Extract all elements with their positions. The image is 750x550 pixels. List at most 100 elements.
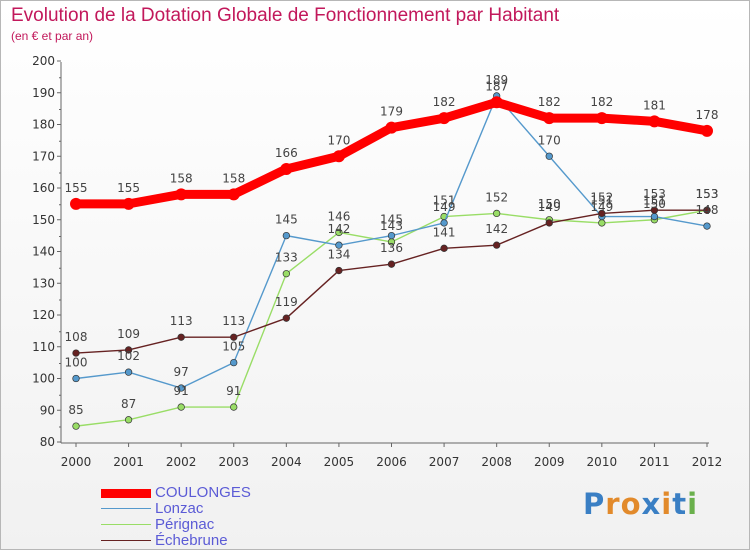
logo-letter: o — [620, 487, 642, 521]
x-tick-label: 2000 — [61, 455, 92, 469]
data-label-0: 182 — [433, 95, 456, 109]
data-label-3: 119 — [275, 295, 298, 309]
data-label-3: 134 — [327, 248, 350, 262]
x-tick-label: 2011 — [639, 455, 670, 469]
logo-letter: P — [583, 487, 606, 521]
data-label-0: 158 — [222, 171, 245, 185]
data-point-0 — [543, 112, 556, 125]
y-tick-label: 120 — [32, 308, 55, 322]
data-label-1: 142 — [327, 222, 350, 236]
data-point-0 — [332, 150, 345, 163]
data-label-1: 97 — [174, 365, 189, 379]
data-label-0: 182 — [538, 95, 561, 109]
data-point-1 — [440, 219, 448, 227]
data-label-1: 151 — [643, 194, 666, 208]
y-tick-label: 140 — [32, 245, 55, 259]
data-point-1 — [230, 358, 238, 367]
x-tick-label: 2002 — [166, 455, 197, 469]
legend-label-perignac: Pérignac — [155, 516, 215, 533]
data-point-1 — [387, 231, 396, 240]
data-point-3 — [72, 349, 80, 357]
data-label-3: 109 — [117, 327, 140, 341]
data-label-1: 170 — [538, 133, 561, 147]
data-label-3: 113 — [170, 314, 193, 328]
logo-letter: r — [605, 487, 621, 521]
legend-swatch-perignac — [101, 524, 151, 525]
x-tick-label: 2012 — [692, 455, 723, 469]
data-point-0 — [438, 112, 451, 125]
data-point-3 — [124, 346, 133, 354]
data-label-3: 153 — [696, 187, 719, 201]
legend-swatch-coulonges — [101, 489, 151, 498]
data-point-2 — [72, 422, 80, 430]
data-label-0: 181 — [643, 98, 666, 112]
data-label-2: 133 — [275, 251, 298, 265]
data-label-3: 149 — [538, 200, 561, 214]
x-tick-label: 2007 — [429, 455, 460, 469]
data-label-0: 182 — [590, 95, 613, 109]
data-label-2: 85 — [68, 403, 83, 417]
data-label-0: 166 — [275, 146, 298, 160]
data-point-0 — [701, 124, 713, 137]
y-tick-label: 80 — [40, 435, 55, 449]
data-point-2 — [282, 270, 290, 278]
x-tick-label: 2003 — [218, 455, 249, 469]
y-tick-label: 130 — [32, 276, 55, 290]
data-label-2: 143 — [380, 219, 403, 233]
y-tick-label: 110 — [32, 340, 55, 354]
data-point-0 — [385, 121, 398, 134]
data-point-1 — [545, 152, 553, 160]
data-label-0: 178 — [696, 108, 719, 122]
data-label-2: 150 — [643, 197, 666, 211]
data-label-2: 153 — [696, 187, 719, 201]
data-point-3 — [493, 241, 501, 249]
x-tick-label: 2005 — [324, 455, 355, 469]
data-point-0 — [280, 162, 293, 175]
chart-subtitle: (en € et par an) — [11, 29, 94, 43]
data-point-3 — [177, 333, 185, 341]
data-point-2 — [230, 403, 238, 411]
logo-letter: x — [641, 487, 662, 521]
data-label-2: 150 — [538, 197, 561, 211]
data-point-0 — [122, 197, 135, 210]
data-label-1: 145 — [275, 213, 298, 227]
data-label-1: 189 — [485, 73, 508, 87]
y-tick-label: 190 — [32, 86, 55, 100]
data-point-0 — [595, 112, 608, 125]
data-point-1 — [177, 384, 185, 392]
data-point-2 — [177, 403, 185, 411]
logo-letter: i — [661, 487, 673, 521]
data-point-0 — [648, 115, 661, 128]
x-tick-label: 2006 — [376, 455, 407, 469]
data-point-1 — [72, 374, 80, 383]
data-point-2 — [493, 209, 501, 218]
data-point-3 — [440, 244, 448, 252]
x-tick-label: 2004 — [271, 455, 302, 469]
data-label-1: 102 — [117, 349, 140, 363]
data-point-1 — [124, 368, 133, 376]
data-point-2 — [124, 416, 133, 424]
data-point-2 — [335, 228, 343, 237]
data-label-0: 170 — [327, 133, 350, 147]
data-label-1: 145 — [380, 213, 403, 227]
y-tick-label: 180 — [32, 118, 55, 132]
data-label-2: 152 — [485, 190, 508, 204]
legend-label-lonzac: Lonzac — [155, 500, 204, 517]
data-label-1: 151 — [590, 194, 613, 208]
data-point-3 — [282, 314, 290, 322]
data-point-3 — [230, 333, 238, 341]
data-label-0: 187 — [485, 79, 508, 93]
legend-label-coulonges: COULONGES — [155, 484, 251, 501]
data-point-3 — [387, 260, 396, 268]
chart-title: Evolution de la Dotation Globale de Fonc… — [11, 5, 560, 26]
x-tick-label: 2010 — [587, 455, 618, 469]
legend-swatch-lonzac — [101, 508, 151, 509]
data-point-0 — [70, 197, 82, 210]
x-tick-label: 2001 — [113, 455, 144, 469]
data-label-2: 87 — [121, 397, 136, 411]
data-label-3: 136 — [380, 241, 403, 255]
y-tick-label: 90 — [40, 403, 55, 417]
data-label-2: 91 — [226, 384, 241, 398]
